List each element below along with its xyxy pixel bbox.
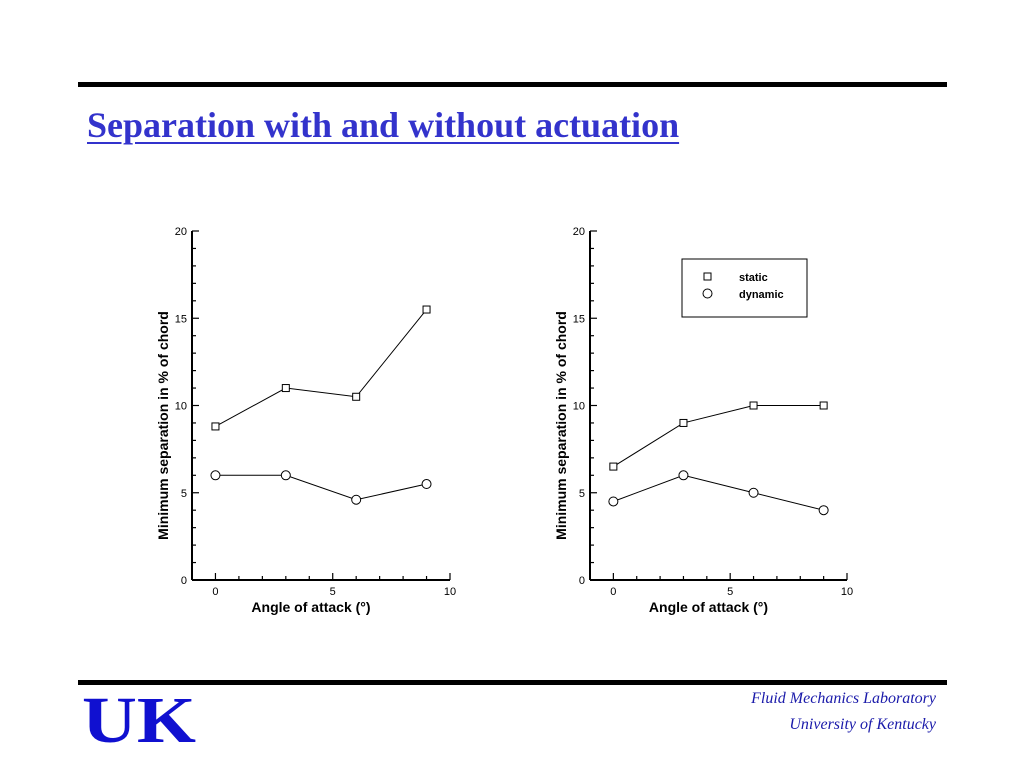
top-rule (78, 82, 947, 87)
x-tick-label: 0 (610, 586, 616, 598)
uk-logo: UK (82, 686, 196, 746)
y-tick-label: 0 (181, 575, 187, 587)
x-tick-label: 0 (212, 586, 218, 598)
square-marker (679, 418, 688, 427)
charts-container: 0 5 10 15 20 0 5 10 Angle of attack (°) Minimum s… (155, 226, 853, 615)
footer-university: University of Kentucky (789, 716, 936, 733)
footer-lab-name: Fluid Mechanics Laboratory (751, 690, 936, 707)
y-tick-label: 20 (175, 226, 187, 238)
y-tick-label: 10 (573, 401, 585, 413)
slide-title: Separation with and without actuation (87, 105, 680, 145)
square-marker (422, 305, 431, 314)
x-tick-label: 5 (727, 586, 733, 598)
square-marker (352, 392, 361, 401)
legend-box (681, 258, 808, 318)
series-circle-line (215, 474, 427, 501)
square-marker (749, 401, 758, 410)
x-axis-title: Angle of attack (°) (649, 599, 768, 615)
square-marker (211, 422, 220, 431)
square-marker (819, 401, 828, 410)
chart-left: 0 5 10 15 20 0 5 10 Angle of attack (°) Minimum s… (155, 226, 456, 615)
legend-square-marker (703, 272, 712, 281)
legend-label: dynamic (739, 289, 784, 301)
x-tick-label: 10 (444, 586, 456, 598)
logo-text: UK (82, 686, 196, 746)
y-tick-label: 20 (573, 226, 585, 238)
series-circle-line (613, 474, 824, 511)
y-tick-label: 0 (579, 575, 585, 587)
legend-label: static (739, 272, 768, 284)
circle-marker (421, 479, 432, 490)
circle-marker (210, 470, 221, 481)
chart-right: 0 5 10 15 20 0 5 10 Angle of attack (°) Minimum s… (553, 226, 853, 615)
circle-marker (280, 470, 291, 481)
y-tick-label: 5 (181, 488, 187, 500)
x-tick-label: 5 (330, 586, 336, 598)
series-square-line (215, 309, 427, 427)
circle-marker (351, 494, 362, 505)
y-tick-label: 15 (573, 313, 585, 325)
circle-marker (748, 487, 759, 498)
square-marker (281, 384, 290, 393)
x-tick-label: 10 (841, 586, 853, 598)
circle-marker (818, 505, 829, 516)
square-marker (609, 462, 618, 471)
circle-marker (608, 496, 619, 507)
y-tick-label: 5 (579, 488, 585, 500)
series-square-line (613, 405, 824, 467)
y-tick-label: 10 (175, 401, 187, 413)
circle-marker (678, 470, 689, 481)
y-axis-title: Minimum separation in % of chord (553, 311, 569, 540)
y-axis-title: Minimum separation in % of chord (155, 311, 171, 540)
legend-circle-marker (702, 288, 713, 299)
y-tick-label: 15 (175, 313, 187, 325)
bottom-rule (78, 680, 947, 685)
x-axis-title: Angle of attack (°) (251, 599, 370, 615)
